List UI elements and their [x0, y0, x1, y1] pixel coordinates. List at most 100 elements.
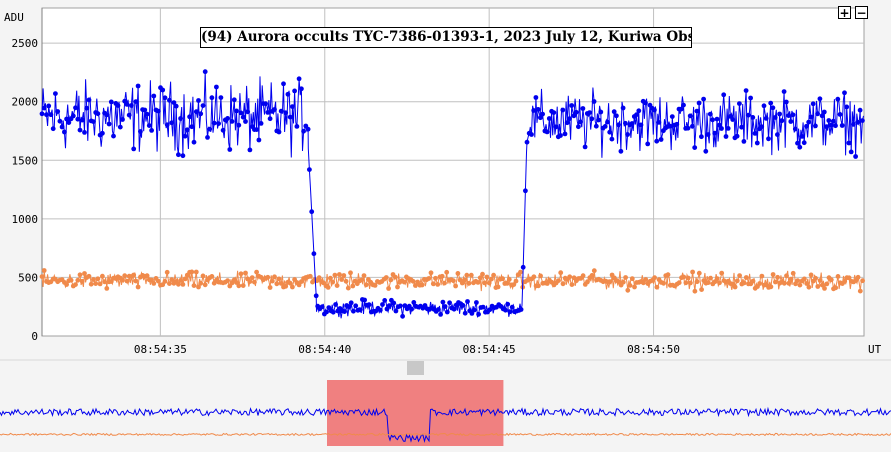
data-point-comparison — [654, 284, 660, 290]
data-point-comparison — [466, 280, 472, 286]
data-point-target — [353, 303, 359, 309]
data-point-comparison — [287, 280, 293, 286]
data-point-target — [281, 81, 286, 87]
data-point-target — [851, 122, 856, 127]
data-point-comparison — [560, 281, 566, 287]
data-point-target — [658, 137, 664, 142]
data-point-target — [267, 116, 273, 122]
data-point-comparison — [495, 284, 501, 290]
data-point-target — [750, 115, 756, 120]
data-point-target — [734, 133, 740, 139]
data-point-comparison — [620, 279, 626, 285]
y-tick-label: 1500 — [12, 154, 39, 167]
data-point-comparison — [822, 286, 827, 291]
data-point-target — [164, 122, 170, 128]
data-point-target — [240, 114, 246, 120]
data-point-comparison — [363, 282, 369, 288]
data-point-target — [741, 139, 747, 144]
data-point-target — [571, 113, 577, 119]
data-point-target — [564, 120, 570, 126]
data-point-target — [790, 112, 796, 118]
data-point-target — [540, 111, 545, 117]
data-point-target — [710, 117, 715, 123]
data-point-comparison — [274, 281, 280, 287]
data-point-comparison — [556, 278, 561, 283]
data-point-target — [346, 304, 352, 310]
data-point-comparison — [643, 277, 649, 282]
data-point-target — [108, 99, 114, 105]
data-point-comparison — [164, 269, 170, 275]
data-point-comparison — [149, 277, 155, 283]
data-point-comparison — [486, 280, 492, 286]
data-point-comparison — [269, 278, 275, 284]
data-point-target — [209, 95, 215, 101]
data-point-comparison — [815, 284, 821, 289]
data-point-target — [799, 134, 805, 139]
data-point-comparison — [833, 285, 839, 291]
data-point-comparison — [652, 275, 657, 281]
data-point-target — [687, 113, 693, 119]
data-point-comparison — [846, 275, 852, 281]
x-tick-label: 08:54:50 — [627, 343, 680, 356]
data-point-comparison — [73, 282, 78, 287]
data-point-target — [115, 103, 121, 108]
data-point-target — [505, 301, 511, 307]
data-point-target — [618, 148, 624, 154]
data-point-target — [830, 118, 836, 124]
data-point-target — [860, 118, 865, 123]
data-point-target — [730, 117, 736, 122]
data-point-comparison — [518, 269, 523, 275]
data-point-target — [518, 307, 524, 312]
data-point-comparison — [632, 284, 637, 290]
data-point-target — [609, 136, 615, 142]
data-point-target — [100, 130, 105, 136]
data-point-target — [712, 130, 718, 136]
data-point-target — [120, 117, 125, 122]
data-point-target — [66, 120, 72, 125]
data-point-target — [135, 83, 141, 89]
data-point-comparison — [64, 282, 69, 287]
data-point-target — [142, 107, 148, 113]
chart-title: (94) Aurora occults TYC-7386-01393-1, 20… — [200, 27, 692, 48]
y-axis-label: ADU — [4, 11, 24, 24]
y-tick-label: 2000 — [12, 96, 39, 109]
data-point-comparison — [433, 275, 438, 281]
data-point-comparison — [272, 274, 277, 280]
data-point-target — [173, 103, 179, 109]
data-point-target — [39, 111, 45, 117]
data-point-comparison — [283, 283, 289, 289]
zoom-in-button[interactable]: + — [838, 6, 851, 20]
data-point-comparison — [193, 269, 199, 275]
data-point-target — [721, 92, 727, 98]
data-point-target — [227, 147, 233, 152]
data-point-target — [839, 123, 845, 128]
data-point-target — [342, 309, 347, 314]
data-point-target — [857, 107, 863, 113]
data-point-target — [674, 121, 680, 127]
data-point-comparison — [464, 272, 470, 278]
data-point-comparison — [462, 277, 467, 283]
data-point-target — [614, 113, 619, 119]
data-point-target — [553, 124, 559, 130]
data-point-target — [846, 140, 852, 146]
data-point-comparison — [625, 287, 631, 293]
data-point-target — [254, 127, 259, 132]
data-point-target — [247, 147, 253, 153]
data-point-target — [469, 311, 475, 316]
data-point-comparison — [290, 284, 295, 290]
data-point-comparison — [790, 270, 796, 276]
data-point-comparison — [795, 278, 801, 283]
data-point-target — [596, 117, 601, 123]
data-point-target — [737, 101, 742, 106]
data-point-target — [739, 124, 744, 130]
data-point-comparison — [623, 275, 628, 280]
data-point-target — [133, 99, 139, 104]
data-point-target — [654, 138, 660, 144]
data-point-target — [520, 264, 526, 270]
data-point-comparison — [345, 285, 351, 291]
data-point-comparison — [714, 276, 720, 281]
data-point-comparison — [506, 277, 512, 282]
scroll-handle[interactable] — [407, 361, 424, 375]
data-point-target — [533, 95, 539, 100]
zoom-out-button[interactable]: − — [855, 6, 868, 20]
